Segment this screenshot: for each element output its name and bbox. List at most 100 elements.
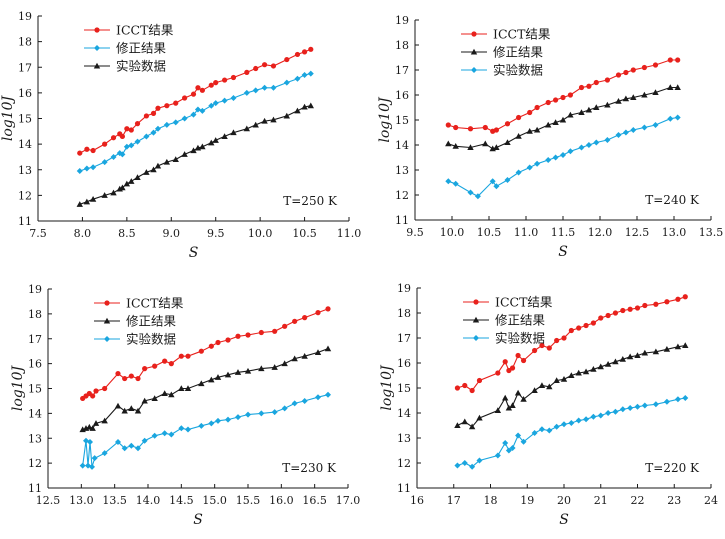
data-point <box>90 164 97 171</box>
data-point <box>244 367 252 374</box>
data-point <box>560 376 568 382</box>
data-point <box>270 116 277 123</box>
data-point <box>560 94 566 101</box>
data-point <box>91 455 98 462</box>
data-point <box>620 307 626 314</box>
y-tick-label: 11 <box>18 215 32 228</box>
data-point <box>225 337 231 343</box>
data-point <box>294 107 301 114</box>
series-1 <box>445 57 681 134</box>
series-3 <box>445 114 681 200</box>
data-point <box>532 347 538 354</box>
data-point <box>494 452 501 459</box>
legend-label: 修正结果 <box>493 45 544 60</box>
data-point <box>533 126 541 133</box>
x-tick-label: 8.5 <box>118 227 136 240</box>
x-tick-label: 7.5 <box>29 227 47 240</box>
data-point <box>172 156 179 163</box>
data-point <box>261 62 268 68</box>
data-point <box>291 355 298 362</box>
data-point <box>86 423 93 430</box>
data-point <box>452 180 459 187</box>
data-point <box>84 146 90 152</box>
data-point <box>245 332 251 338</box>
y-tick-label: 12 <box>397 457 411 470</box>
x-tick-label: 18 <box>484 494 498 507</box>
data-point <box>641 91 648 98</box>
data-point <box>652 348 660 355</box>
data-point <box>576 325 582 331</box>
data-point <box>221 133 228 139</box>
data-point <box>76 168 83 175</box>
data-point <box>294 51 301 58</box>
data-point <box>515 133 522 139</box>
y-tick-label: 11 <box>395 214 409 227</box>
data-point <box>315 394 321 401</box>
data-point <box>454 462 461 469</box>
data-point <box>667 84 674 91</box>
data-point <box>123 180 131 187</box>
y-tick-label: 18 <box>395 39 409 52</box>
data-point <box>181 115 188 122</box>
x-tick-label: 21 <box>594 494 608 507</box>
x-tick-label: 16.5 <box>302 494 327 507</box>
data-point <box>546 345 552 351</box>
y-tick-label: 17 <box>18 61 32 74</box>
data-point <box>568 420 575 426</box>
legend-marker <box>471 31 477 37</box>
data-point <box>212 137 219 143</box>
data-point <box>89 463 95 470</box>
data-point <box>270 63 277 69</box>
data-point <box>215 339 221 346</box>
x-tick-label: 15.0 <box>202 494 227 507</box>
data-point <box>172 119 179 126</box>
data-point <box>630 67 636 73</box>
y-tick-label: 19 <box>18 10 32 23</box>
data-point <box>615 72 622 78</box>
data-point <box>552 154 559 161</box>
data-point <box>143 113 150 119</box>
x-axis-label: S <box>189 245 199 261</box>
x-axis-label: S <box>558 244 568 260</box>
data-point <box>467 126 474 132</box>
y-tick-label: 17 <box>28 333 42 346</box>
y-tick-label: 13 <box>18 164 32 177</box>
data-point <box>161 430 168 437</box>
data-point <box>567 111 574 118</box>
data-point <box>134 138 141 145</box>
data-point <box>682 342 689 349</box>
series-2 <box>454 342 689 430</box>
legend-marker <box>470 48 478 55</box>
data-point <box>190 147 197 154</box>
y-tick-label: 15 <box>395 114 409 127</box>
data-point <box>674 84 681 91</box>
data-point <box>454 422 461 429</box>
data-point <box>476 377 483 384</box>
data-point <box>89 196 97 202</box>
data-point <box>554 337 560 344</box>
data-point <box>164 103 170 109</box>
series-line <box>457 344 686 428</box>
y-tick-label: 14 <box>28 407 42 420</box>
legend-label: ICCT结果 <box>495 295 553 310</box>
x-tick-label: 14.5 <box>169 494 194 507</box>
data-point <box>270 84 277 91</box>
data-point <box>462 382 468 389</box>
y-tick-label: 18 <box>28 308 42 321</box>
data-point <box>630 94 637 101</box>
legend-marker <box>104 300 110 306</box>
legend-label: ICCT结果 <box>126 296 184 311</box>
data-point <box>652 89 659 96</box>
x-tick-label: 12.0 <box>588 226 613 239</box>
x-tick-label: 17.0 <box>336 494 361 507</box>
data-point <box>520 438 527 445</box>
y-axis-label: log10J <box>379 364 395 411</box>
x-tick-label: 17 <box>447 494 461 507</box>
data-point <box>546 383 553 390</box>
y-tick-label: 18 <box>18 36 32 49</box>
data-point <box>597 412 604 419</box>
data-point <box>141 397 148 404</box>
series-2 <box>79 345 332 433</box>
data-point <box>641 402 648 409</box>
data-point <box>151 395 158 402</box>
